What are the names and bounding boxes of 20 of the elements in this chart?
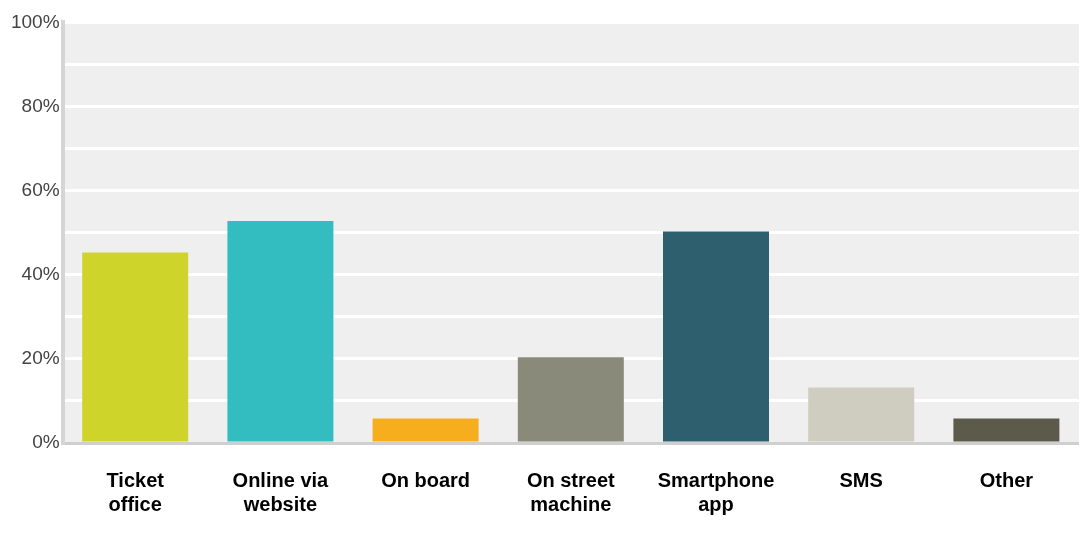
x-tick-label: SMS	[839, 468, 883, 491]
bar	[517, 357, 624, 442]
x-tick-label: Smartphone app	[657, 468, 775, 515]
y-tick-label: 60%	[21, 178, 60, 200]
x-tick-label: On board	[381, 468, 471, 491]
bar	[82, 252, 189, 442]
y-tick-label: 100%	[10, 10, 60, 32]
x-tick-label: Ticket office	[106, 468, 165, 515]
y-tick-label: 40%	[21, 262, 60, 284]
y-tick-label: 80%	[21, 94, 60, 116]
y-tick-label: 0%	[32, 431, 60, 453]
bar	[808, 387, 915, 442]
y-tick-label: 20%	[21, 347, 60, 369]
x-tick-label: Online via website	[232, 468, 330, 515]
x-tick-label: On street machine	[526, 468, 616, 515]
bar	[227, 220, 334, 442]
bar	[663, 231, 769, 442]
bar	[372, 418, 479, 442]
x-tick-label: Other	[979, 468, 1034, 491]
bar	[953, 418, 1060, 442]
